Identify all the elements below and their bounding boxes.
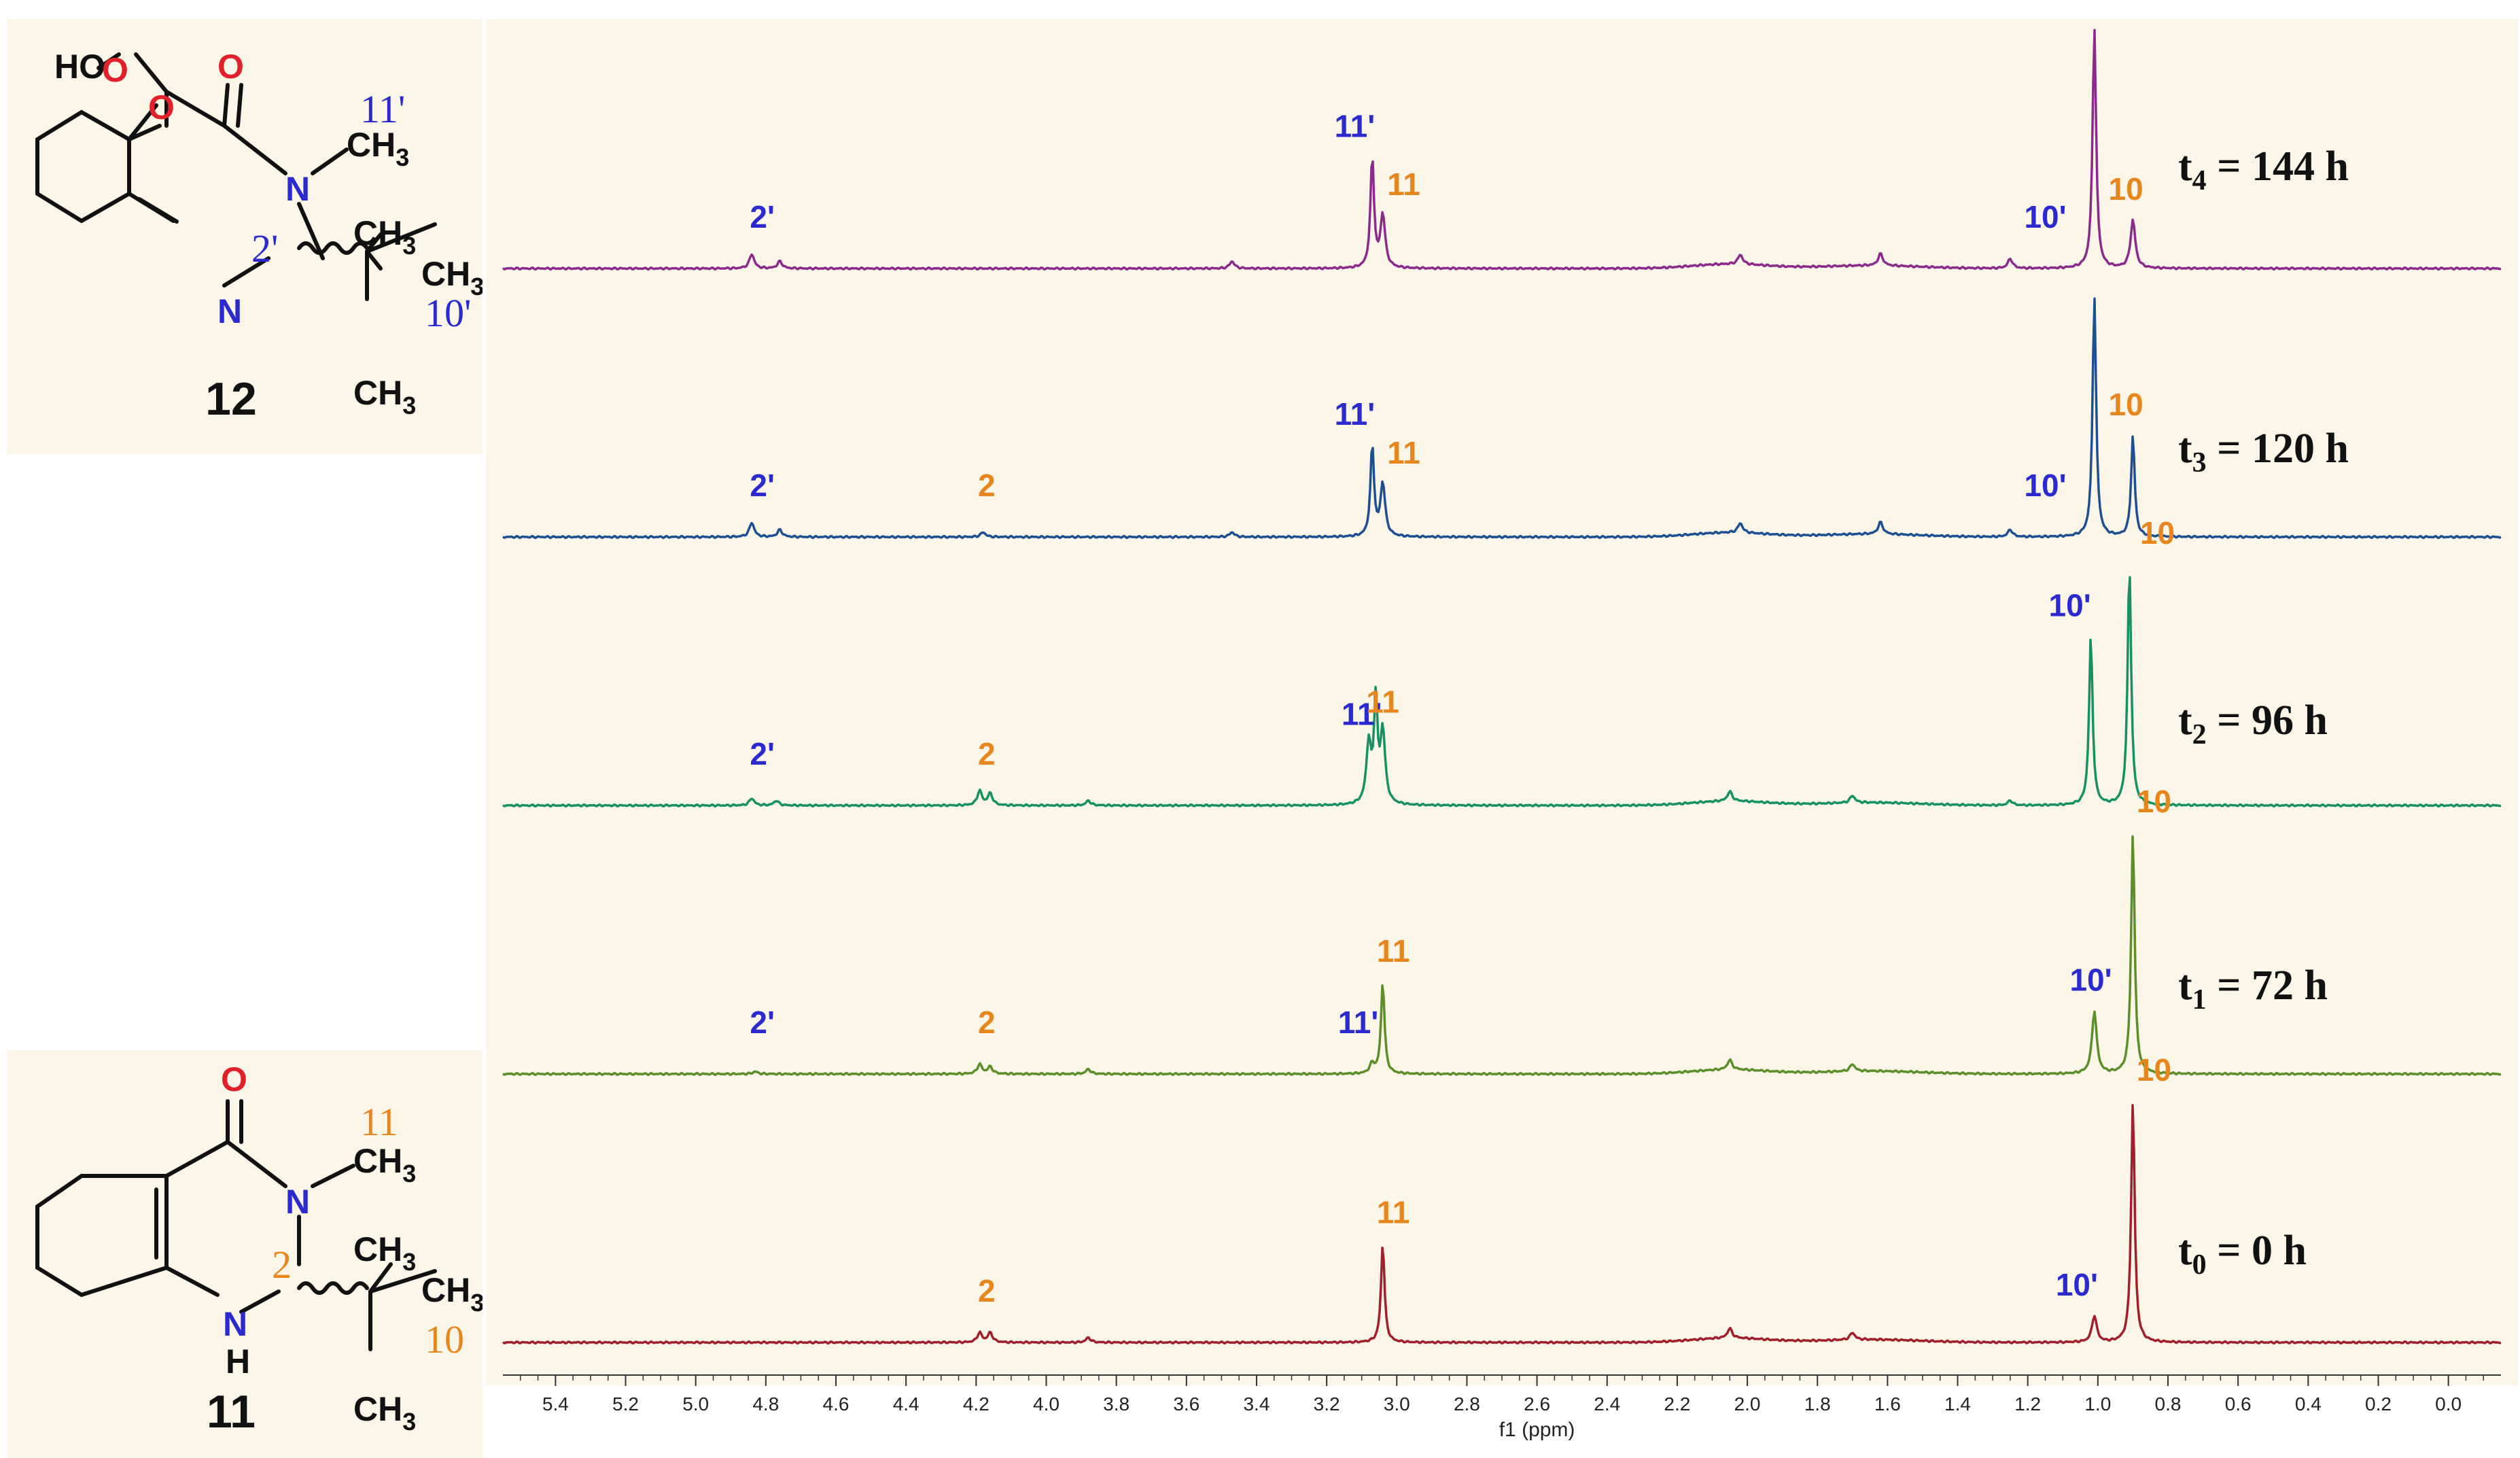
peak-label-3-4: 10' xyxy=(2069,962,2112,998)
atom-o-peroxy-2: O xyxy=(148,88,175,126)
x-tick-label: 4.6 xyxy=(823,1393,850,1414)
label-2: 2 xyxy=(272,1243,292,1287)
peak-label-0-2: 11 xyxy=(1387,167,1420,202)
atom-n-amide-11: N xyxy=(285,1183,310,1221)
x-tick-label: 2.2 xyxy=(1664,1393,1690,1414)
atom-ho: HO xyxy=(54,48,105,86)
peak-label-4-0: 2 xyxy=(978,1273,996,1308)
atom-n-amide: N xyxy=(285,170,310,208)
peak-label-4-3: 10 xyxy=(2137,1052,2171,1088)
atom-ch3-b: CH3 xyxy=(421,255,483,300)
plot-area xyxy=(486,19,2518,1385)
label-10-prime: 10' xyxy=(425,291,471,335)
atom-ch3-c-11: CH3 xyxy=(353,1390,416,1436)
x-tick-label: 3.2 xyxy=(1314,1393,1340,1414)
peak-label-2-0: 2' xyxy=(750,736,775,771)
peak-label-2-4: 10' xyxy=(2049,588,2091,623)
spectrum-line-2 xyxy=(502,576,2502,808)
spectrum-line-3 xyxy=(502,835,2502,1077)
x-axis-title: f1 (ppm) xyxy=(1499,1419,1575,1441)
label-11-prime: 11' xyxy=(360,87,405,131)
x-tick-label: 0.0 xyxy=(2435,1393,2462,1414)
compound-number-12: 12 xyxy=(205,373,257,425)
peak-label-3-5: 10 xyxy=(2137,784,2171,819)
atom-ch3-b-11: CH3 xyxy=(421,1271,483,1317)
peak-label-1-2: 11' xyxy=(1335,396,1376,432)
x-tick-label: 1.4 xyxy=(1944,1393,1971,1414)
structures-svg: HO O O O N N CH3 CH3 CH3 CH3 11' 2' 10' … xyxy=(35,48,483,1438)
x-tick-label: 0.4 xyxy=(2295,1393,2322,1414)
peak-label-0-3: 10' xyxy=(2024,199,2066,235)
x-tick-label: 1.2 xyxy=(2014,1393,2041,1414)
peak-label-1-1: 2 xyxy=(978,468,996,503)
x-tick-label: 5.0 xyxy=(682,1393,709,1414)
x-tick-label: 4.4 xyxy=(893,1393,920,1414)
peak-label-0-4: 10 xyxy=(2109,171,2143,207)
x-tick-label: 1.0 xyxy=(2084,1393,2111,1414)
peak-label-1-3: 11 xyxy=(1387,435,1420,470)
x-tick-label: 4.2 xyxy=(963,1393,990,1414)
x-tick-label: 0.8 xyxy=(2155,1393,2182,1414)
atom-ch3-a-11: CH3 xyxy=(353,1230,416,1276)
time-label-3: t1 = 72 h xyxy=(2178,962,2328,1016)
label-2-prime: 2' xyxy=(251,226,278,271)
x-tick-label: 5.4 xyxy=(542,1393,569,1414)
x-tick-label: 1.8 xyxy=(1804,1393,1831,1414)
spectrum-line-4 xyxy=(502,1104,2502,1345)
time-label-1: t3 = 120 h xyxy=(2178,426,2349,479)
x-tick-label: 3.4 xyxy=(1243,1393,1270,1414)
time-label-0: t4 = 144 h xyxy=(2178,143,2349,196)
x-tick-label: 2.4 xyxy=(1594,1393,1620,1414)
peak-label-2-1: 2 xyxy=(978,736,996,771)
spectrum-line-1 xyxy=(502,297,2502,540)
x-tick-label: 4.0 xyxy=(1033,1393,1060,1414)
label-10: 10 xyxy=(425,1317,464,1361)
peak-label-4-1: 11 xyxy=(1377,1195,1410,1230)
peak-label-3-0: 2' xyxy=(750,1005,775,1040)
x-tick-label: 3.0 xyxy=(1384,1393,1410,1414)
atom-nh-n: N xyxy=(223,1305,247,1343)
peak-label-3-2: 11' xyxy=(1338,1005,1379,1040)
x-tick-label: 3.6 xyxy=(1173,1393,1200,1414)
atom-o-carbonyl-11: O xyxy=(221,1060,247,1098)
peak-label-4-2: 10' xyxy=(2056,1267,2098,1302)
x-tick-label: 5.2 xyxy=(612,1393,639,1414)
atom-o-carbonyl: O xyxy=(217,48,244,86)
structure-11: O N N H CH3 CH3 CH3 CH3 11 2 10 11 xyxy=(35,1060,483,1438)
structure-panel-bottom xyxy=(7,1050,483,1458)
time-label-2: t2 = 96 h xyxy=(2178,697,2328,750)
peak-label-1-5: 10 xyxy=(2109,387,2143,422)
peak-label-0-0: 2' xyxy=(750,199,775,235)
structure-12: HO O O O N N CH3 CH3 CH3 CH3 11' 2' 10' … xyxy=(35,48,483,425)
x-tick-label: 2.8 xyxy=(1454,1393,1480,1414)
peak-label-2-3: 11 xyxy=(1366,684,1399,720)
x-tick-label: 0.2 xyxy=(2365,1393,2392,1414)
peak-label-2-2: 11' xyxy=(1342,696,1382,731)
peak-label-3-3: 11 xyxy=(1377,933,1410,969)
peak-label-0-1: 11' xyxy=(1335,109,1376,144)
peak-label-2-5: 10 xyxy=(2140,515,2175,551)
peak-label-1-4: 10' xyxy=(2024,468,2066,503)
x-tick-label: 0.6 xyxy=(2225,1393,2252,1414)
compound-number-11: 11 xyxy=(207,1386,256,1438)
peak-label-1-0: 2' xyxy=(750,468,775,503)
x-tick-label: 2.0 xyxy=(1734,1393,1761,1414)
x-tick-label: 2.6 xyxy=(1524,1393,1550,1414)
atom-ch3-a: CH3 xyxy=(353,214,416,260)
atom-o-peroxy-1: O xyxy=(102,51,128,89)
x-tick-label: 4.8 xyxy=(752,1393,779,1414)
peak-label-3-1: 2 xyxy=(978,1005,996,1040)
label-11: 11 xyxy=(360,1100,398,1144)
x-tick-label: 1.6 xyxy=(1874,1393,1901,1414)
spectrum-line-0 xyxy=(502,29,2502,271)
atom-n-imine: N xyxy=(217,292,242,330)
x-tick-label: 3.8 xyxy=(1103,1393,1130,1414)
atom-ch3-c: CH3 xyxy=(353,374,416,419)
atom-nh-h: H xyxy=(226,1342,250,1381)
atom-ch3-n-11: CH3 xyxy=(353,1142,416,1187)
atom-ch3-n: CH3 xyxy=(347,126,409,171)
time-label-4: t0 = 0 h xyxy=(2178,1228,2307,1281)
